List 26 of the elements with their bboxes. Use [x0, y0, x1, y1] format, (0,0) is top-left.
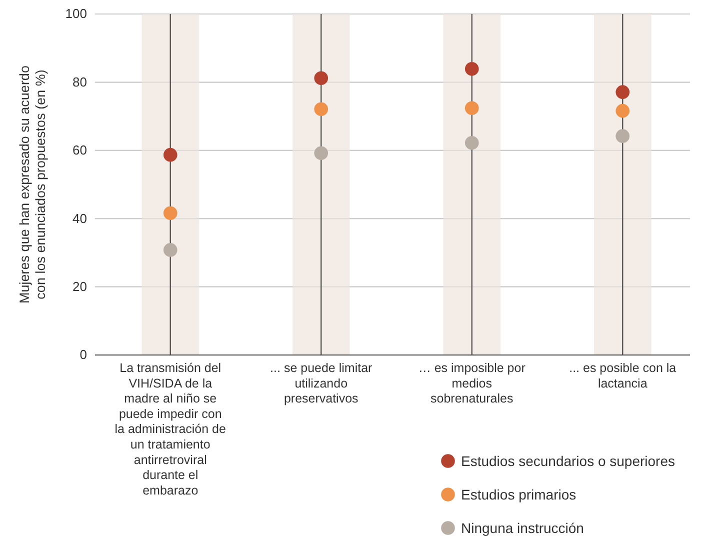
y-tick-label: 40: [72, 210, 87, 226]
y-axis-title: Mujeres que han expresado su acuerdo con los enunciados propuestos (en %): [17, 66, 48, 304]
point: [616, 104, 630, 118]
category-label: La transmisión del VIH/SIDA de la madre al niño se puede impedir con la administración de un tratamiento antirretroviral durante el embarazo: [114, 361, 226, 498]
x-tick-label: ... es posible con la lactancia: [569, 361, 676, 390]
x-tick-label: ... se puede limitar utilizando preservativos: [270, 361, 372, 406]
point: [464, 101, 479, 116]
legend-label: Estudios secundarios o superiores: [461, 453, 676, 469]
point: [163, 148, 178, 162]
point: [616, 85, 630, 99]
y-tick-label: 100: [65, 6, 87, 22]
point: [163, 243, 178, 257]
point: [616, 129, 630, 143]
legend-label: Estudios primarios: [461, 486, 576, 502]
y-tick-label: 20: [72, 278, 87, 294]
point: [314, 71, 328, 86]
point: [314, 146, 328, 160]
y-tick-label: 0: [80, 347, 87, 362]
point: [464, 62, 479, 76]
legend-label: Ninguna instrucción: [461, 520, 584, 536]
x-tick-label: … es imposible por medios sobrenaturales: [418, 361, 526, 406]
y-tick-label: 60: [72, 142, 87, 158]
point: [314, 102, 328, 116]
point: [163, 206, 178, 220]
point: [464, 136, 479, 150]
y-tick-label: 80: [72, 74, 87, 90]
